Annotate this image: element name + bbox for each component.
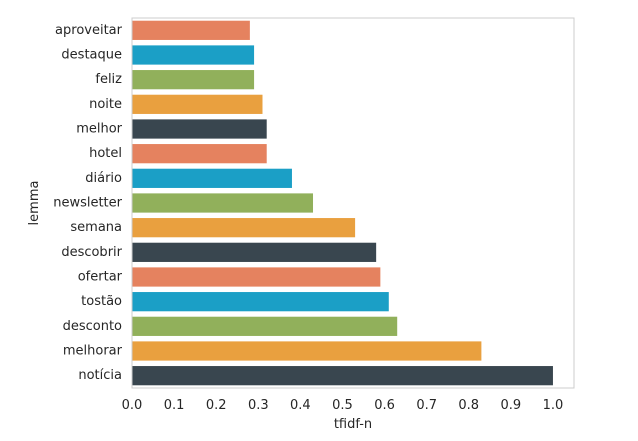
y-tick-label: notícia bbox=[78, 368, 122, 383]
bar-2 bbox=[132, 70, 255, 90]
plot-frame bbox=[131, 17, 575, 389]
x-tick-label: 0.9 bbox=[501, 398, 522, 413]
x-tick-label: 0.0 bbox=[122, 398, 143, 413]
y-tick-label: semana bbox=[70, 220, 122, 235]
bar-14 bbox=[132, 366, 553, 386]
x-tick-label: 0.7 bbox=[416, 398, 437, 413]
x-tick-label: 0.5 bbox=[332, 398, 353, 413]
bar-1 bbox=[132, 45, 255, 65]
bar-5 bbox=[132, 144, 267, 164]
y-tick-label: noite bbox=[89, 97, 122, 112]
y-tick-label: diário bbox=[85, 171, 122, 186]
y-tick-label: melhorar bbox=[63, 344, 123, 359]
bar-11 bbox=[132, 292, 389, 312]
x-tick-label: 0.4 bbox=[290, 398, 311, 413]
y-tick-label: melhor bbox=[76, 122, 122, 137]
y-axis-title: lemma bbox=[27, 181, 42, 226]
x-axis-title: tfidf-n bbox=[334, 417, 372, 432]
x-tick-label: 0.1 bbox=[164, 398, 185, 413]
bar-0 bbox=[132, 20, 250, 40]
bar-4 bbox=[132, 119, 267, 139]
y-tick-label: destaque bbox=[61, 48, 122, 63]
bar-3 bbox=[132, 94, 263, 114]
bar-6 bbox=[132, 168, 292, 188]
x-tick-label: 0.2 bbox=[206, 398, 227, 413]
y-tick-label: desconto bbox=[63, 319, 122, 334]
bar-7 bbox=[132, 193, 314, 213]
bar-13 bbox=[132, 341, 482, 361]
y-tick-labels: aproveitar destaque feliz noite melhor hotel d… bbox=[53, 23, 122, 383]
y-tick-label: descobrir bbox=[61, 245, 122, 260]
y-tick-label: newsletter bbox=[53, 196, 122, 211]
y-tick-label: feliz bbox=[95, 72, 122, 87]
y-tick-label: aproveitar bbox=[55, 23, 123, 38]
x-tick-label: 0.8 bbox=[458, 398, 479, 413]
y-tick-label: ofertar bbox=[78, 270, 123, 285]
bar-9 bbox=[132, 242, 377, 262]
bars bbox=[132, 20, 553, 386]
bar-10 bbox=[132, 267, 381, 287]
x-tick-label: 1.0 bbox=[543, 398, 564, 413]
x-tick-label: 0.3 bbox=[248, 398, 269, 413]
x-tick-label: 0.6 bbox=[374, 398, 395, 413]
bar-8 bbox=[132, 218, 356, 238]
y-tick-label: tostão bbox=[81, 294, 122, 309]
y-tick-label: hotel bbox=[89, 146, 122, 161]
x-tick-labels: 0.0 0.1 0.2 0.3 0.4 0.5 0.6 0.7 0.8 0.9 1.0 bbox=[122, 398, 564, 413]
bar-12 bbox=[132, 316, 398, 336]
